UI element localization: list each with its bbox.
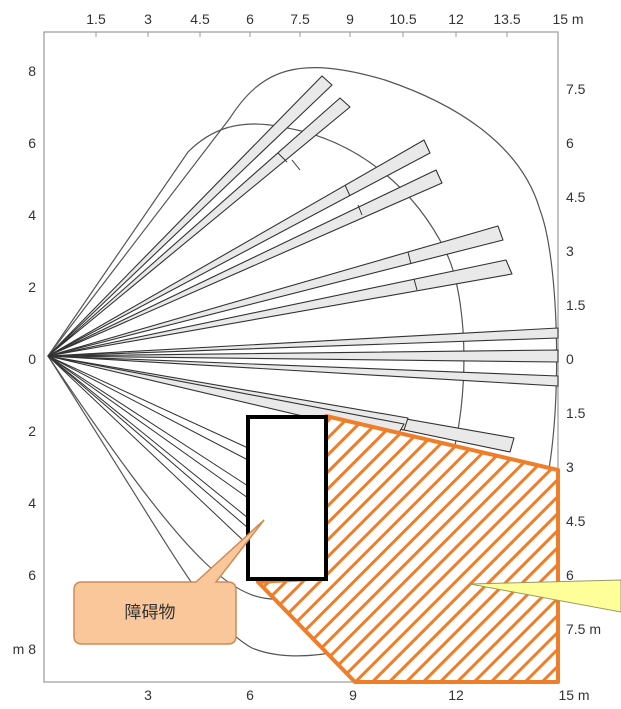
top-tick: 15 m bbox=[552, 11, 583, 27]
left-tick: 8 bbox=[28, 63, 36, 79]
left-axis-labels: 8 6 4 2 0 2 4 6 m 8 bbox=[13, 63, 37, 657]
right-callout-pointer bbox=[469, 579, 621, 613]
top-tick: 1.5 bbox=[86, 11, 106, 27]
obstacle-label: 障碍物 bbox=[125, 603, 176, 623]
obstacle bbox=[246, 415, 328, 581]
right-tick: 7.5 m bbox=[566, 621, 601, 637]
right-tick: 3 bbox=[566, 459, 574, 475]
top-tick: 10.5 bbox=[389, 11, 416, 27]
beam-segment-marks bbox=[277, 152, 418, 291]
top-axis-labels: 1.5 3 4.5 6 7.5 9 10.5 12 13.5 15 m bbox=[86, 11, 583, 27]
lower-beams bbox=[47, 355, 249, 546]
left-tick: 2 bbox=[28, 279, 36, 295]
right-tick: 6 bbox=[566, 567, 574, 583]
right-tick: 4.5 bbox=[566, 189, 586, 205]
bottom-tick: 9 bbox=[349, 687, 357, 703]
detection-beams bbox=[47, 75, 559, 453]
left-tick: 6 bbox=[28, 567, 36, 583]
left-tick: m 8 bbox=[13, 641, 37, 657]
right-tick: 6 bbox=[566, 135, 574, 151]
top-tick: 13.5 bbox=[493, 11, 520, 27]
right-tick: 0 bbox=[566, 351, 574, 367]
bottom-tick: 6 bbox=[246, 687, 254, 703]
top-tick: 7.5 bbox=[290, 11, 310, 27]
top-tick: 9 bbox=[346, 11, 354, 27]
top-tick: 6 bbox=[246, 11, 254, 27]
top-axis-ticks bbox=[95, 32, 508, 37]
left-tick: 6 bbox=[28, 135, 36, 151]
bottom-axis-labels: 3 6 9 12 15 m bbox=[144, 687, 589, 703]
right-tick: 3 bbox=[566, 243, 574, 259]
left-tick: 4 bbox=[28, 207, 36, 223]
bottom-tick: 12 bbox=[448, 687, 464, 703]
left-tick: 4 bbox=[28, 495, 36, 511]
right-tick: 1.5 bbox=[566, 297, 586, 313]
top-tick: 4.5 bbox=[190, 11, 210, 27]
bottom-tick: 15 m bbox=[558, 687, 589, 703]
left-tick: 2 bbox=[28, 423, 36, 439]
bottom-tick: 3 bbox=[144, 687, 152, 703]
right-tick: 7.5 bbox=[566, 81, 586, 97]
top-tick: 3 bbox=[144, 11, 152, 27]
top-tick: 12 bbox=[448, 11, 464, 27]
obstacle-callout bbox=[73, 519, 265, 645]
right-tick: 1.5 bbox=[566, 405, 586, 421]
left-tick: 0 bbox=[28, 351, 36, 367]
right-tick: 4.5 bbox=[566, 513, 586, 529]
right-axis-labels: 7.5 6 4.5 3 1.5 0 1.5 3 4.5 6 7.5 m bbox=[566, 81, 601, 637]
